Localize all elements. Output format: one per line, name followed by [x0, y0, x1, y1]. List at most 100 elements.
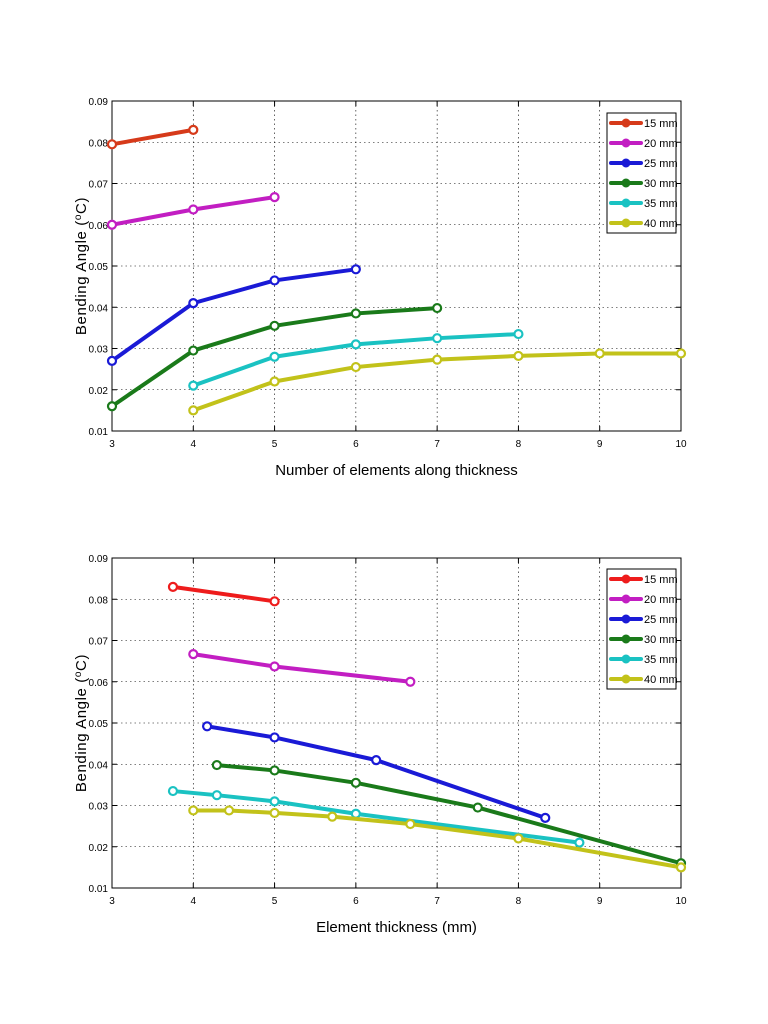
legend-marker [621, 574, 631, 584]
data-point [269, 275, 280, 286]
y-tick-label: 0.07 [89, 180, 109, 191]
series-25-mm [106, 264, 361, 366]
data-point [350, 339, 361, 350]
legend-marker [621, 654, 631, 664]
y-tick-label: 0.06 [89, 678, 109, 689]
data-point [269, 732, 280, 743]
data-point [106, 219, 118, 230]
data-point [513, 328, 524, 340]
legend-label: 25 mm [644, 614, 678, 626]
data-point [675, 348, 687, 359]
data-point [106, 139, 118, 150]
data-point [405, 676, 416, 687]
legend: 15 mm 20 mm 25 mm 30 mm 35 mm 40 mm [606, 568, 678, 690]
legend-marker [621, 634, 631, 644]
y-tick-label: 0.05 [89, 262, 109, 273]
data-point [540, 812, 551, 823]
series-line [170, 584, 277, 604]
y-tick-label: 0.06 [89, 221, 109, 232]
data-point [269, 796, 280, 807]
series-30-mm [211, 759, 687, 869]
y-tick-label: 0.02 [89, 386, 109, 397]
legend-label: 30 mm [644, 178, 678, 190]
x-tick-label: 4 [191, 439, 197, 450]
data-point [223, 805, 235, 816]
y-tick-label: 0.04 [89, 303, 109, 314]
legend-label: 40 mm [644, 674, 678, 686]
series-line [110, 127, 196, 147]
x-axis-title: Number of elements along thickness [275, 462, 518, 479]
data-point [269, 351, 280, 362]
series-25-mm [202, 721, 551, 823]
y-tick-label: 0.05 [89, 719, 109, 730]
x-tick-label: 7 [434, 439, 440, 450]
y-tick-label: 0.03 [89, 345, 109, 356]
series-20-mm [188, 649, 416, 687]
legend-marker [621, 198, 631, 208]
grid [111, 100, 682, 432]
data-point [432, 302, 443, 314]
data-point [188, 204, 199, 215]
x-tick-label: 3 [109, 896, 115, 907]
data-point [269, 765, 280, 776]
data-point [513, 833, 524, 844]
data-point [188, 124, 199, 135]
y-tick-label: 0.02 [89, 843, 109, 854]
legend: 15 mm 20 mm 25 mm 30 mm 35 mm 40 mm [606, 112, 678, 234]
data-point [167, 785, 179, 797]
data-point [106, 401, 118, 412]
data-point [574, 837, 585, 848]
data-point [327, 811, 338, 822]
legend-label: 15 mm [644, 118, 678, 130]
series-40-mm [188, 805, 687, 873]
data-point [269, 192, 280, 203]
y-tick-label: 0.09 [89, 554, 109, 565]
series-line [191, 808, 683, 870]
y-tick-label: 0.01 [89, 427, 109, 438]
y-tick-label: 0.07 [89, 637, 109, 648]
data-point [211, 759, 222, 771]
data-point [188, 345, 199, 356]
data-point [513, 350, 524, 362]
series-line [205, 724, 548, 820]
data-point [594, 348, 605, 359]
data-point [211, 790, 222, 801]
x-tick-label: 5 [272, 439, 278, 450]
x-axis-title: Element thickness (mm) [316, 919, 477, 936]
data-point [269, 807, 280, 819]
x-tick-label: 10 [675, 439, 687, 450]
data-point [106, 355, 118, 366]
legend-label: 25 mm [644, 158, 678, 170]
y-tick-label: 0.04 [89, 760, 109, 771]
x-tick-label: 6 [353, 439, 359, 450]
x-tick-label: 10 [675, 896, 687, 907]
x-tick-label: 5 [272, 896, 278, 907]
y-axis-title: Bending Angle (oC) [73, 654, 91, 792]
series-35-mm [188, 328, 524, 391]
data-point [269, 661, 280, 672]
data-point [350, 308, 361, 319]
data-point [188, 298, 199, 309]
legend-label: 20 mm [644, 594, 678, 606]
legend-marker [621, 614, 631, 624]
x-tick-label: 3 [109, 439, 115, 450]
data-point [269, 596, 280, 607]
series-40-mm [188, 348, 687, 416]
x-tick-label: 8 [516, 439, 522, 450]
legend-marker [621, 118, 631, 128]
legend-label: 35 mm [644, 654, 678, 666]
data-point [188, 405, 199, 416]
x-tick-label: 4 [191, 896, 197, 907]
data-point [269, 376, 280, 387]
legend-label: 15 mm [644, 574, 678, 586]
data-point [350, 808, 361, 819]
data-point [202, 721, 213, 732]
y-tick-label: 0.01 [89, 884, 109, 895]
x-tick-label: 6 [353, 896, 359, 907]
data-point [188, 380, 199, 391]
chart-top: 3 4 5 6 7 8 9 10 0.01 0.02 0.03 0.04 0.05 0.06 0.07 0.0… [73, 97, 687, 479]
data-point [350, 361, 361, 373]
y-axis-title: Bending Angle (oC) [73, 197, 91, 335]
data-point [675, 862, 687, 873]
